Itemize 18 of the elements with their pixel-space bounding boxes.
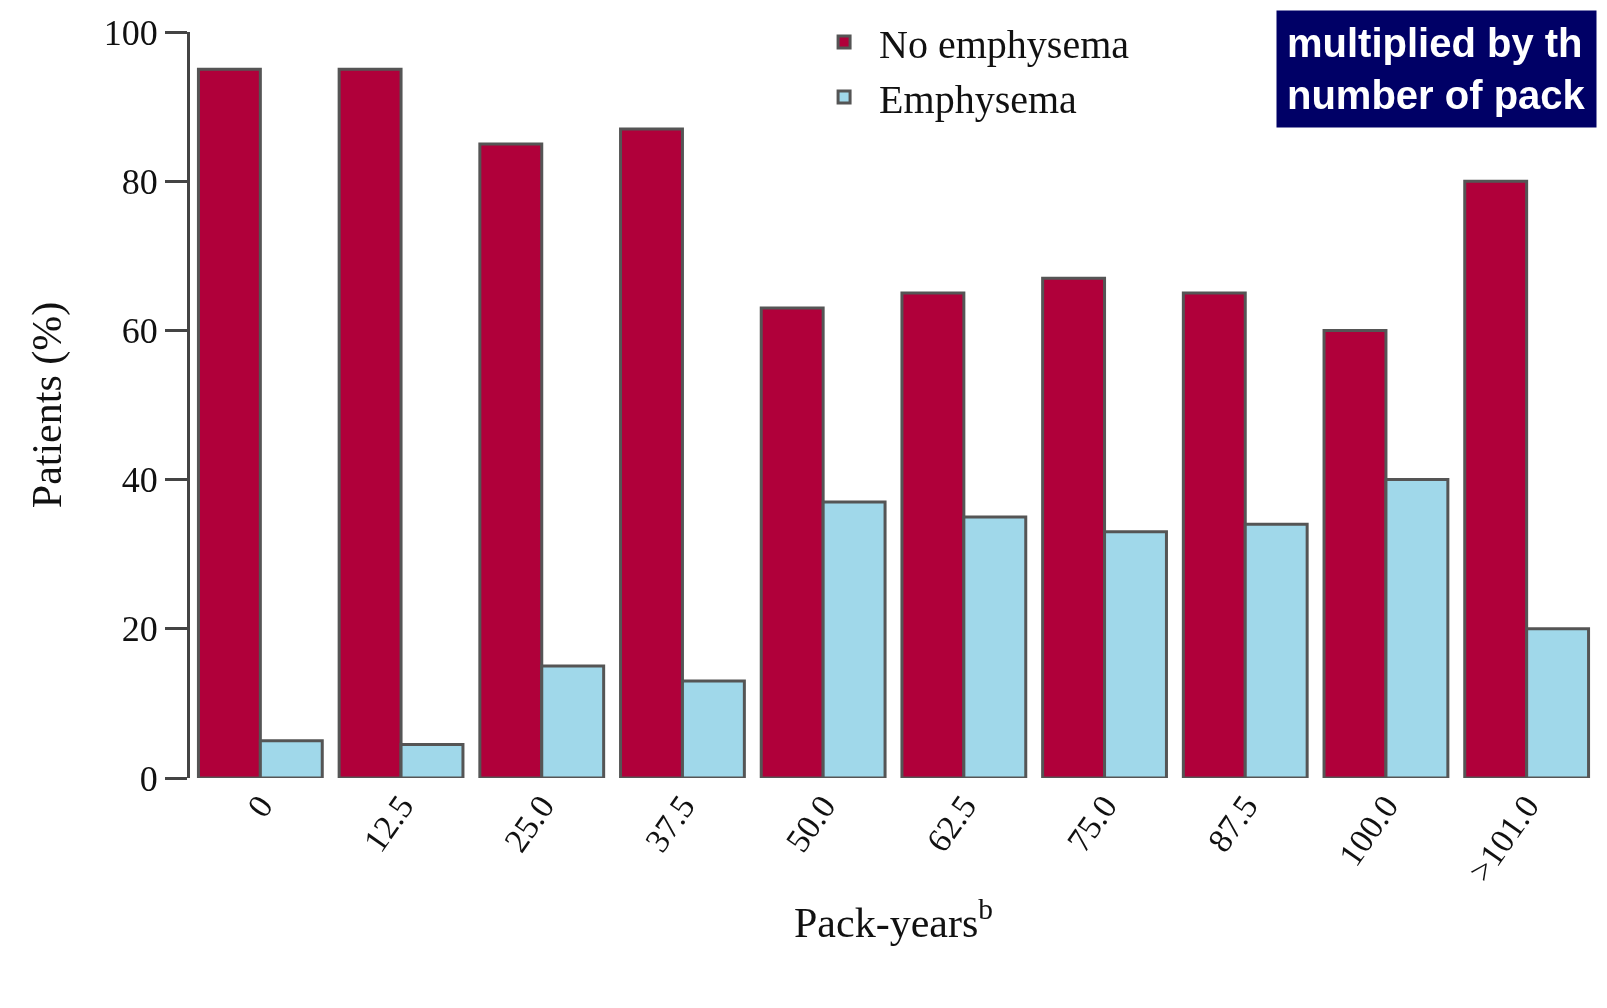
legend-label: Emphysema: [879, 76, 1078, 122]
x-axis-title: Pack-years$^{b}$: [794, 893, 993, 947]
y-tick-label: 40: [121, 460, 158, 501]
y-tick-label: 60: [121, 311, 158, 351]
y-tick-label: 80: [121, 161, 158, 202]
legend-label: No emphysema: [879, 21, 1130, 67]
x-tick-label: 50.0: [778, 788, 843, 859]
x-tick-label: 12.5: [356, 788, 421, 859]
y-tick-label: 0: [139, 758, 158, 799]
x-tick-label: 62.5: [919, 788, 984, 859]
x-tick-label: 87.5: [1200, 788, 1265, 859]
x-tick-label: 0: [239, 788, 281, 824]
y-tick-label: 100: [103, 12, 158, 53]
x-tick-label: 75.0: [1059, 788, 1125, 859]
y-axis-title: Patients (%): [23, 301, 71, 509]
y-tick-label: 20: [121, 609, 158, 650]
annotation: multiplied by th number of pack: [1287, 21, 1586, 117]
x-tick-label: 25.0: [496, 788, 562, 859]
